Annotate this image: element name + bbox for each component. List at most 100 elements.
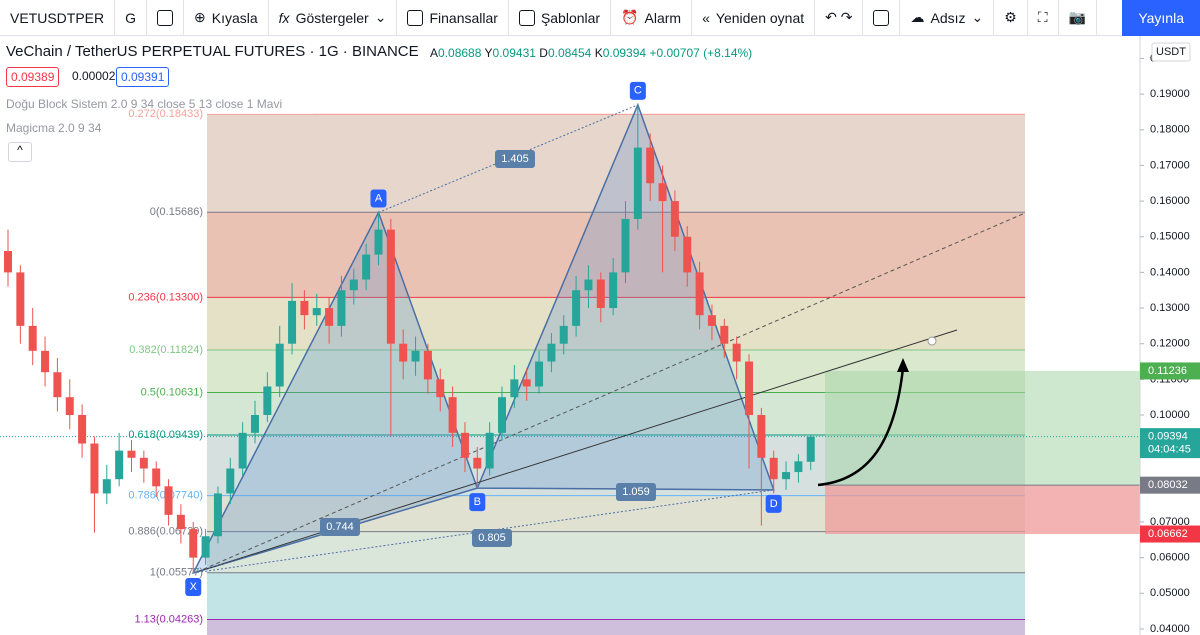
price-tag [1140, 525, 1200, 543]
candle-body [127, 450, 136, 458]
profit-zone [825, 370, 1140, 486]
trendline-dashed [196, 212, 1026, 573]
change: +0.00707 (+8.14%) [649, 46, 753, 60]
symbol[interactable]: VETUSDTPER [0, 0, 116, 36]
snapshot[interactable]: 📷 [1059, 0, 1098, 36]
candle-body [275, 343, 284, 387]
candle-body [535, 361, 544, 387]
candle-body [374, 229, 383, 255]
ratio-label: 1.405 [501, 153, 529, 165]
layout-name[interactable]: ☁ Adsız ⌄ [900, 0, 995, 36]
fib-band [207, 572, 1025, 620]
candle-body [473, 457, 482, 469]
sell-price[interactable]: 0.09389 [6, 67, 60, 87]
unit-box [1151, 42, 1191, 62]
fib-band [207, 531, 1025, 573]
candle-body [609, 272, 618, 309]
candle-body [238, 432, 247, 469]
candle-body [720, 325, 729, 344]
fib-label: 0.5(0.10631) [141, 386, 203, 398]
label: Kıyasla [211, 9, 258, 26]
interval[interactable]: G [115, 0, 148, 36]
point-label: C [634, 85, 642, 97]
candle-body [263, 386, 272, 416]
c-label: K [594, 46, 603, 60]
candle-body [745, 361, 753, 416]
candle-body [325, 308, 334, 326]
fullscreen[interactable]: ⛶ [1028, 0, 1059, 36]
candle-body [732, 343, 741, 362]
fib-label: 0.236(0.13300) [128, 291, 203, 303]
fib-label: 1(0.05577) [150, 567, 203, 579]
candle-body [411, 350, 420, 362]
point-box [370, 189, 387, 208]
point-box [469, 493, 486, 512]
icon: ☁ [910, 9, 925, 25]
candle-body [152, 468, 161, 487]
candle-body [4, 250, 12, 273]
templates[interactable]: Şablonlar [509, 0, 612, 36]
candle-body [78, 415, 87, 444]
candle-body [559, 325, 568, 344]
countdown: 04:04:45 [1148, 444, 1191, 456]
candle-body [28, 325, 37, 351]
chart-type[interactable] [147, 0, 185, 36]
candle-body [572, 290, 581, 326]
fib-label: 0(0.15686) [150, 206, 203, 218]
icon: ⊕ [194, 9, 206, 25]
layout[interactable] [863, 0, 901, 36]
price-tag-label: 0.11236 [1148, 365, 1187, 377]
ratio-label: 0.805 [478, 532, 506, 544]
candle-body [448, 397, 457, 433]
y-tick-label: 0.06000 [1150, 552, 1190, 564]
y-tick-label: 0.15000 [1150, 231, 1190, 243]
fib-label: 0.618(0.09439) [128, 429, 203, 441]
ratio-box [320, 518, 360, 536]
l-label: D [539, 46, 548, 60]
label: Finansallar [429, 9, 498, 26]
collapse-button[interactable]: ^ [8, 142, 32, 162]
point-label: X [190, 581, 198, 593]
ratio-label: 1.059 [622, 486, 650, 498]
price-tag-label: 0.08032 [1148, 479, 1188, 491]
point-label: B [474, 496, 481, 508]
replay[interactable]: « Yeniden oynat [692, 0, 816, 36]
ratio-box [495, 150, 535, 168]
candle-body [522, 379, 531, 387]
chart-title: VeChain / TetherUS PERPETUAL FUTURES · 1… [6, 43, 419, 60]
icon [157, 9, 174, 26]
price-tag [1140, 362, 1200, 380]
candle-body [349, 279, 358, 291]
candle-body [65, 397, 74, 416]
financials[interactable]: Finansallar [397, 0, 509, 36]
candle-body [16, 272, 25, 326]
toolbar: VETUSDTPER G ⊕ Kıyasla fx Göstergeler ⌄ Fin… [0, 0, 1200, 36]
ratio-box [472, 529, 512, 547]
indicator[interactable]: Doğu Block Sistem 2.0 9 34 close 5 13 cl… [6, 97, 283, 111]
buy-price[interactable]: 0.09391 [116, 67, 170, 87]
candle-body [806, 436, 815, 462]
candle-body [115, 450, 124, 480]
compare[interactable]: ⊕ Kıyasla [184, 0, 269, 36]
alert[interactable]: ⏰ Alarm [611, 0, 693, 36]
indicator[interactable]: Magicma 2.0 9 34 [6, 121, 102, 135]
undo-redo[interactable]: ↶ ↷ [815, 0, 864, 36]
handle [927, 336, 937, 346]
icon [407, 9, 424, 26]
settings[interactable]: ⚙ [994, 0, 1028, 36]
icon: ↶ ↷ [825, 9, 853, 25]
point-label: D [770, 498, 778, 510]
icon: ⛶ [1037, 9, 1048, 25]
candle-body [362, 254, 371, 280]
price-tag [1140, 428, 1200, 459]
publish-button[interactable]: Yayınla [1122, 0, 1200, 36]
y-tick-label: 0.16000 [1150, 195, 1190, 207]
indicators[interactable]: fx Göstergeler ⌄ [269, 0, 398, 36]
candle-body [646, 147, 655, 184]
candle-body [164, 486, 173, 515]
icon [518, 9, 535, 26]
candle-body [670, 201, 679, 237]
h-label: Y [484, 46, 493, 60]
y-tick-label: 0.17000 [1150, 159, 1190, 171]
